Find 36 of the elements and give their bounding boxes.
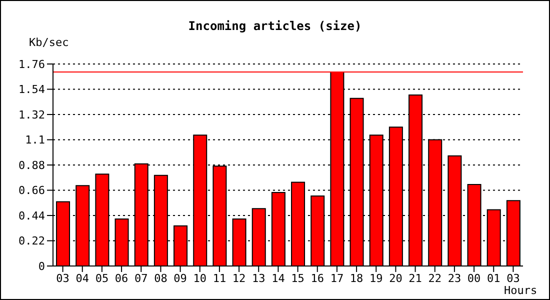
chart-title: Incoming articles (size) (187, 19, 363, 33)
x-tick-label: 07 (134, 272, 148, 285)
x-tick-label: 16 (310, 272, 324, 285)
y-axis-title: Kb/sec (29, 36, 69, 49)
y-tick-label: 1.1 (25, 134, 45, 147)
x-tick-label: 01 (487, 272, 500, 285)
y-tick-label: 0 (38, 260, 45, 273)
x-tick-label: 06 (114, 272, 128, 285)
x-tick-label: 10 (193, 272, 206, 285)
y-tick-label: 0.22 (18, 234, 45, 248)
x-tick-label: 20 (389, 272, 402, 285)
x-tick-label: 19 (370, 272, 383, 285)
x-tick-label: 21 (408, 272, 422, 285)
y-tick-label: 0.88 (18, 158, 45, 172)
x-tick-label: 03 (56, 272, 70, 285)
x-tick-label: 03 (506, 272, 520, 285)
x-tick-label: 14 (272, 272, 286, 285)
x-tick-label: 05 (95, 272, 109, 285)
x-tick-label: 17 (330, 272, 344, 285)
x-tick-label: 13 (252, 272, 266, 285)
y-tick-label: 0.66 (18, 184, 45, 198)
x-tick-label: 18 (350, 272, 364, 285)
x-axis-title: Hours (504, 284, 538, 297)
y-tick-label: 1.32 (18, 108, 45, 122)
y-tick-label: 1.54 (18, 83, 46, 96)
x-tick-label: 22 (428, 272, 442, 285)
x-tick-label: 08 (154, 272, 168, 285)
y-tick-label: 0.44 (18, 209, 46, 222)
x-tick-label: 04 (76, 272, 90, 285)
x-tick-label: 12 (232, 272, 246, 285)
x-tick-label: 15 (291, 272, 304, 285)
x-tick-label: 00 (467, 272, 481, 285)
y-tick-label: 1.76 (18, 58, 45, 71)
x-tick-label: 09 (174, 272, 187, 285)
x-tick-label: 11 (212, 272, 226, 285)
x-tick-label: 23 (448, 272, 462, 285)
